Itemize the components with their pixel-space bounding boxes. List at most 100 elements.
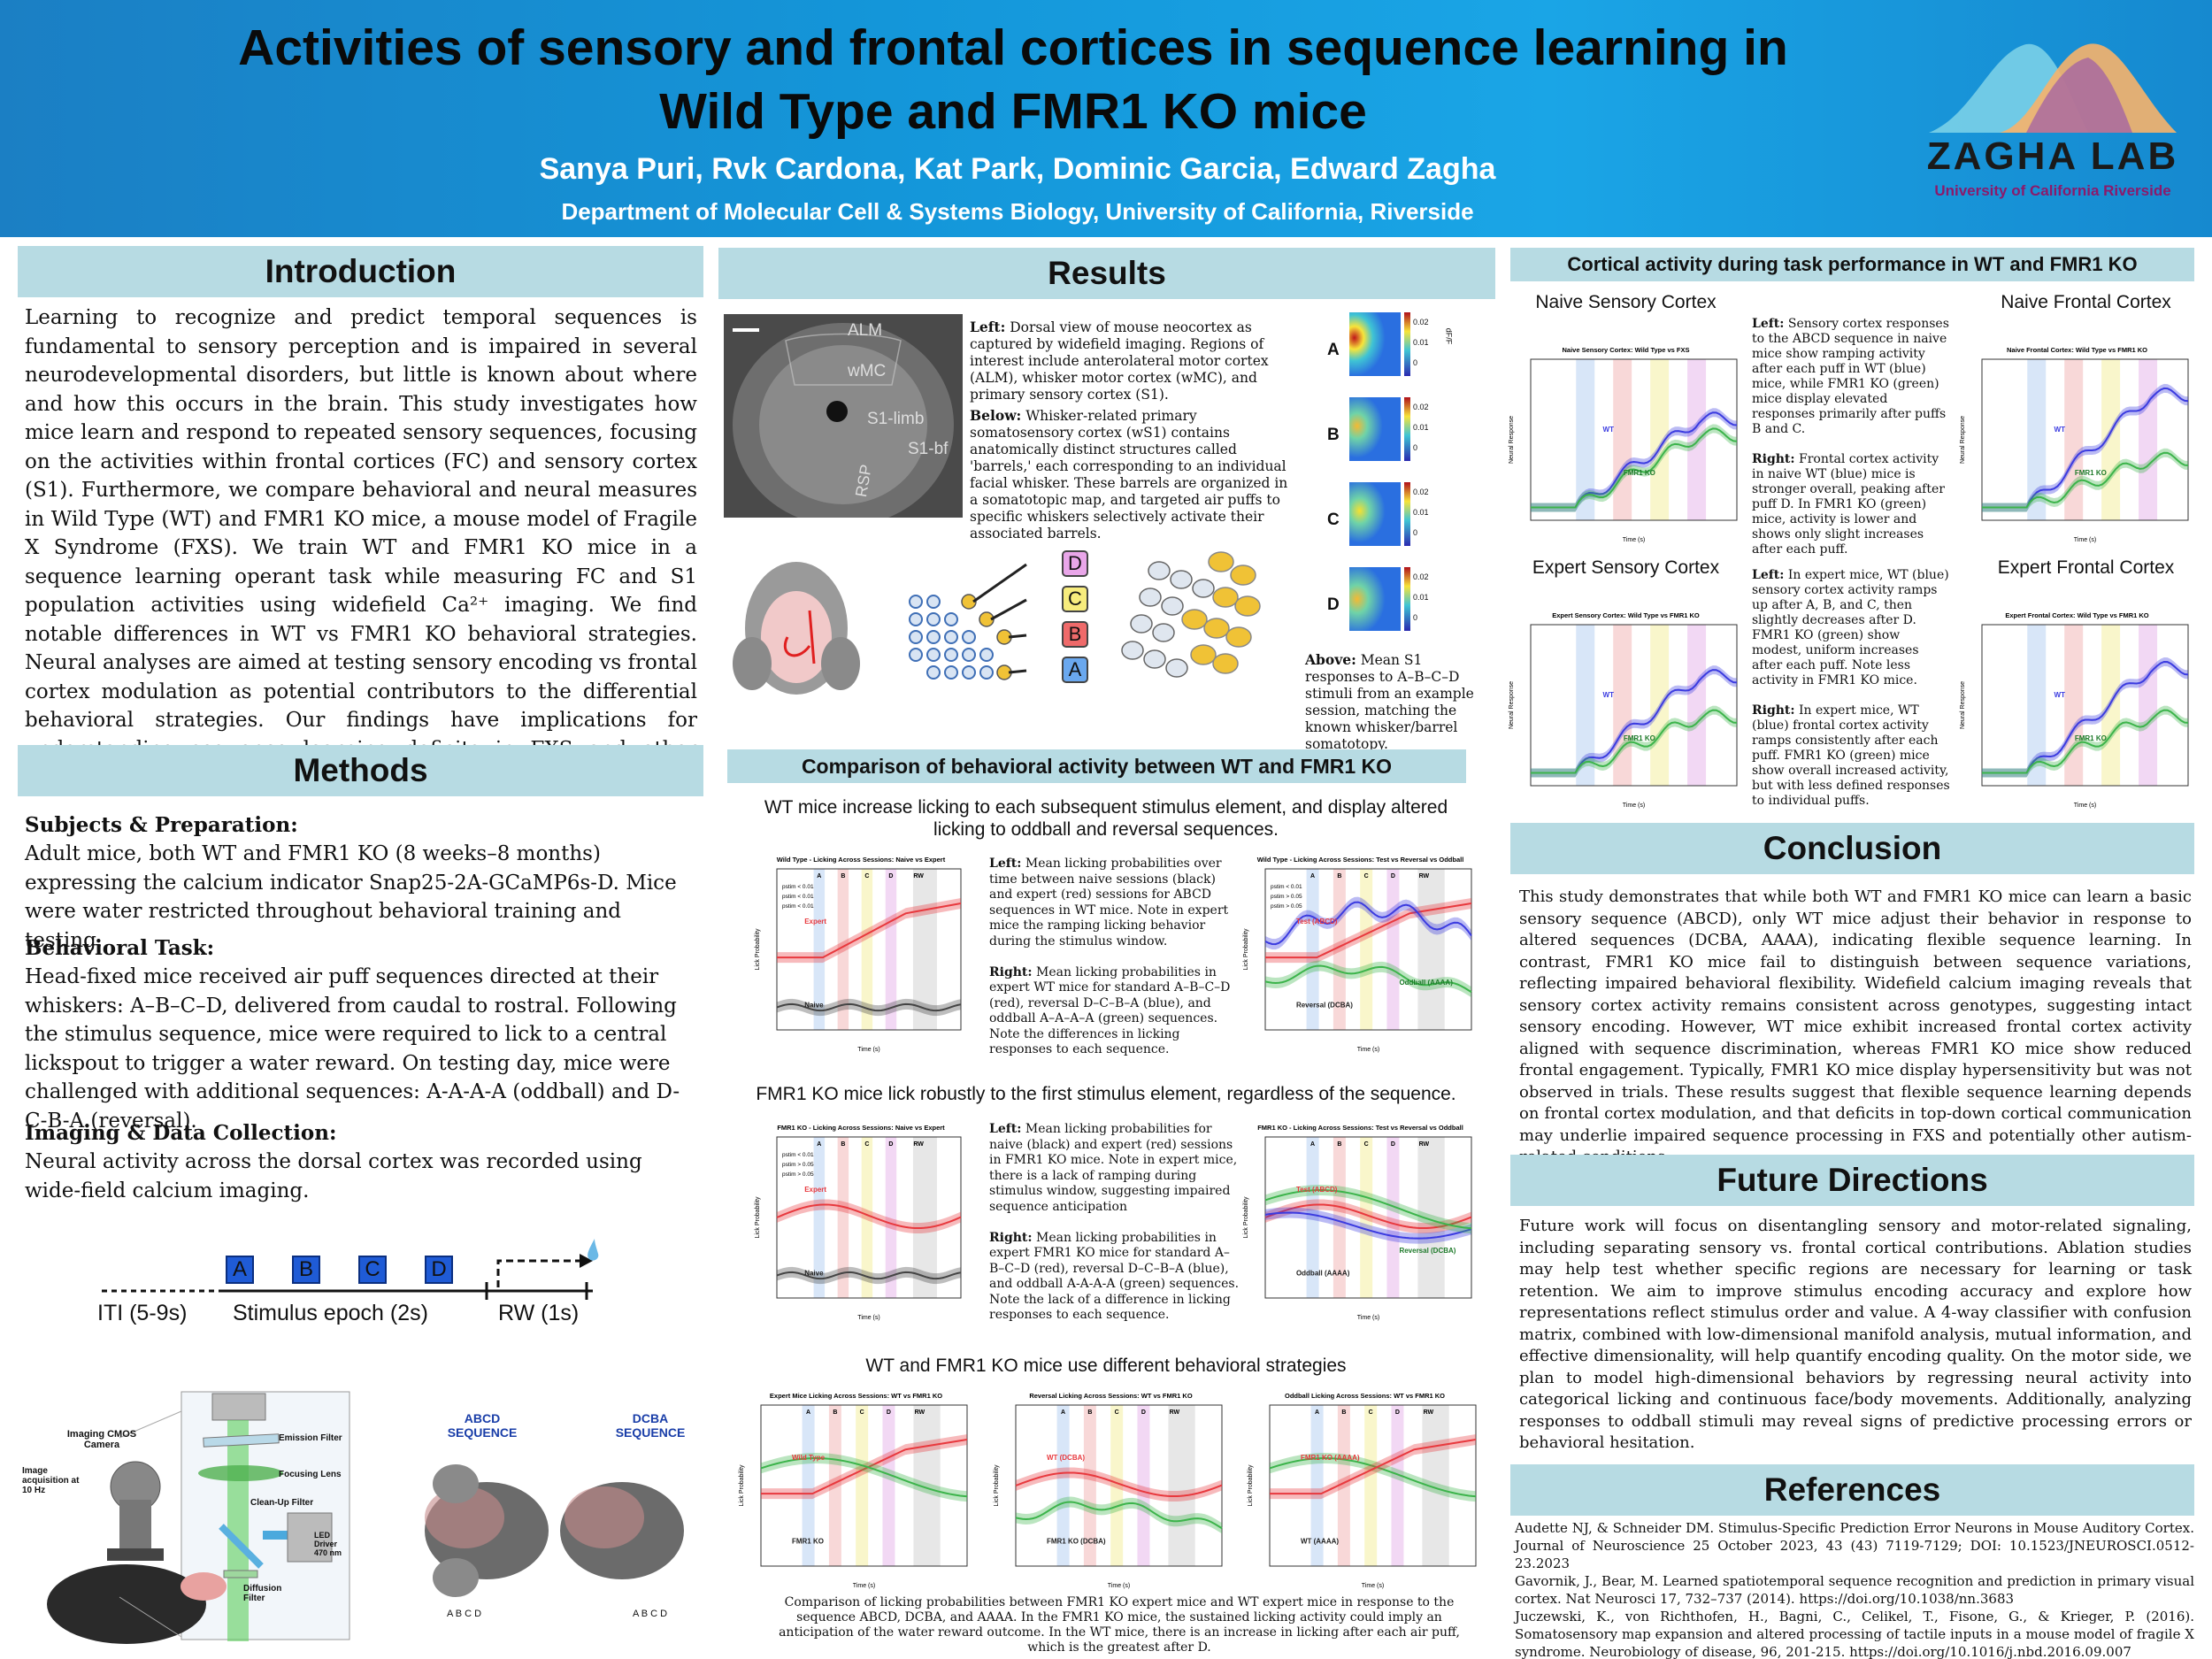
stim-label: C bbox=[1364, 873, 1369, 879]
series-label: Test (ABCD) bbox=[1296, 1186, 1338, 1194]
plot-frame bbox=[1981, 624, 2189, 787]
stim-label: RW bbox=[1170, 1409, 1180, 1416]
cb-tick: 0.01 bbox=[1413, 423, 1429, 432]
plot-frame bbox=[776, 868, 962, 1031]
stim-band bbox=[813, 1137, 826, 1298]
s1-heatmaps: A B C D 0.02 0.01 0 0.02 0.01 0 0.02 0.01 0 0.… bbox=[1318, 305, 1495, 659]
stim-band bbox=[885, 1137, 897, 1298]
plot-wt-naive-expert: Wild Type - Licking Across Sessions: Nai… bbox=[750, 851, 972, 1055]
naive-caption: Left: Sensory cortex responses to the AB… bbox=[1752, 317, 1951, 557]
stim-label: C bbox=[860, 1409, 864, 1416]
seq-dcba-label: DCBA SEQUENCE bbox=[615, 1411, 686, 1440]
plot-frame bbox=[1530, 624, 1738, 787]
whisker-schematic-svg bbox=[733, 551, 1261, 695]
stim-band bbox=[2064, 359, 2084, 520]
authors: Sanya Puri, Rvk Cardona, Kat Park, Domin… bbox=[539, 152, 1496, 186]
plot-title: Wild Type - Licking Across Sessions: Tes… bbox=[1257, 856, 1464, 864]
lab-logo: ZAGHA LAB University of California River… bbox=[1920, 27, 2185, 204]
timeline-box-c: C bbox=[358, 1256, 387, 1284]
stim-band bbox=[885, 869, 897, 1030]
stim-band bbox=[813, 869, 826, 1030]
stim-label: RW bbox=[1419, 1141, 1430, 1148]
series-band bbox=[1982, 657, 2188, 778]
series-line bbox=[1269, 1457, 1477, 1498]
plot-frame bbox=[1530, 358, 1738, 521]
stim-band bbox=[1360, 1137, 1373, 1298]
stim-label: B bbox=[1337, 873, 1341, 879]
stim-band bbox=[1650, 625, 1670, 786]
references-heading: References bbox=[1510, 1464, 2194, 1516]
plot-svg: FMR1 KO - Licking Across Sessions: Test … bbox=[1243, 1124, 1472, 1321]
series-line bbox=[1264, 1189, 1472, 1230]
stim-label: B bbox=[1087, 1409, 1092, 1416]
series-label: FMR1 KO bbox=[792, 1538, 824, 1546]
logo-name: ZAGHA LAB bbox=[1926, 134, 2179, 178]
timeline-iti: ITI (5-9s) bbox=[97, 1301, 188, 1325]
series-line bbox=[777, 902, 962, 959]
stim-label: A bbox=[817, 1141, 821, 1148]
stim-label: D bbox=[1395, 1409, 1400, 1416]
series-band bbox=[1531, 665, 1737, 778]
cb-tick: 0.02 bbox=[1413, 488, 1429, 496]
caption-above-text: Mean S1 responses to A–B–C–D stimuli fro… bbox=[1305, 652, 1474, 752]
stim-label: RW bbox=[1424, 1409, 1434, 1416]
stim-band bbox=[1576, 359, 1595, 520]
x-axis-label: Time (s) bbox=[1108, 1583, 1130, 1589]
series-label: Naive bbox=[804, 1270, 824, 1278]
stim-band bbox=[802, 1405, 815, 1566]
stim-band bbox=[1056, 1405, 1070, 1566]
plot-title: FMR1 KO - Licking Across Sessions: Naive… bbox=[777, 1124, 945, 1132]
stim-label: B bbox=[841, 1141, 845, 1148]
plot-expert-sensory: Expert Sensory Cortex: Wild Type vs FMR1… bbox=[1504, 607, 1747, 810]
stim-band bbox=[2139, 359, 2158, 520]
naive-right-bold: Right: bbox=[1752, 452, 1795, 466]
title-line-2: Wild Type and FMR1 KO mice bbox=[659, 83, 1367, 140]
plot-title: Naive Frontal Cortex: Wild Type vs FMR1 … bbox=[2007, 346, 2147, 354]
wt-caption: Left: Mean licking probabilities over ti… bbox=[989, 856, 1241, 1058]
wt-label: WT bbox=[2055, 426, 2066, 434]
stim-label: A bbox=[1310, 873, 1315, 879]
plot-svg: Oddball Licking Across Sessions: WT vs F… bbox=[1248, 1392, 1477, 1589]
expert-caption: Left: In expert mice, WT (blue) sensory … bbox=[1752, 568, 1951, 809]
stim-label: A bbox=[1061, 1409, 1065, 1416]
trial-timeline: A B C D ITI (5-9s) Stimulus epoch (2s) R… bbox=[97, 1234, 664, 1332]
series-line bbox=[1531, 709, 1738, 774]
series-label: FMR1 KO (DCBA) bbox=[1047, 1538, 1106, 1546]
p-value-label: pstim < 0.01 bbox=[782, 1152, 814, 1158]
series-line bbox=[1264, 901, 1472, 946]
y-axis-label: Neural Response bbox=[1509, 416, 1515, 464]
heatmap-label-d: D bbox=[1327, 595, 1340, 614]
x-axis-label: Time (s) bbox=[1357, 1315, 1379, 1321]
stim-label: D bbox=[1141, 1409, 1146, 1416]
stim-band bbox=[1687, 359, 1707, 520]
ko-caption: Left: Mean licking probabilities for nai… bbox=[989, 1122, 1241, 1324]
seq-abcd-label: ABCD SEQUENCE bbox=[447, 1411, 518, 1440]
x-axis-label: Time (s) bbox=[2074, 803, 2096, 809]
plot-frame bbox=[1264, 868, 1472, 1031]
brain-label-s1-bf: S1-bf bbox=[908, 440, 949, 458]
expert-frontal-label: Expert Frontal Cortex bbox=[1997, 557, 2175, 578]
cb-tick: 0.02 bbox=[1413, 318, 1429, 326]
results-heading: Results bbox=[718, 248, 1495, 299]
expert-right-text: In expert mice, WT (blue) frontal cortex… bbox=[1752, 703, 1950, 808]
cb-tick: 0.02 bbox=[1413, 572, 1429, 581]
caption-left-bold: Left: bbox=[970, 319, 1006, 335]
y-axis-label: Lick Probability bbox=[1243, 1196, 1249, 1239]
cortical-plot-svg: Expert Sensory Cortex: Wild Type vs FMR1… bbox=[1509, 611, 1738, 809]
series-label: WT (DCBA) bbox=[1047, 1454, 1085, 1462]
series-band bbox=[1265, 960, 1471, 998]
series-band bbox=[777, 1266, 961, 1285]
stim-band bbox=[1360, 869, 1373, 1030]
seq-dcba-small: A B C D bbox=[633, 1609, 668, 1619]
y-axis-label: Lick Probability bbox=[755, 928, 761, 971]
naive-frontal-label: Naive Frontal Cortex bbox=[2001, 292, 2171, 312]
introduction-heading: Introduction bbox=[18, 246, 703, 297]
stim-band bbox=[2064, 625, 2084, 786]
stim-band bbox=[1168, 1405, 1195, 1566]
series-label: Naive bbox=[804, 1002, 824, 1010]
x-axis-label: Time (s) bbox=[1357, 1047, 1379, 1053]
y-axis-label: Lick Probability bbox=[755, 1196, 761, 1239]
stim-band bbox=[912, 869, 937, 1030]
stim-label: A bbox=[806, 1409, 810, 1416]
cb-tick: 0.01 bbox=[1413, 508, 1429, 517]
